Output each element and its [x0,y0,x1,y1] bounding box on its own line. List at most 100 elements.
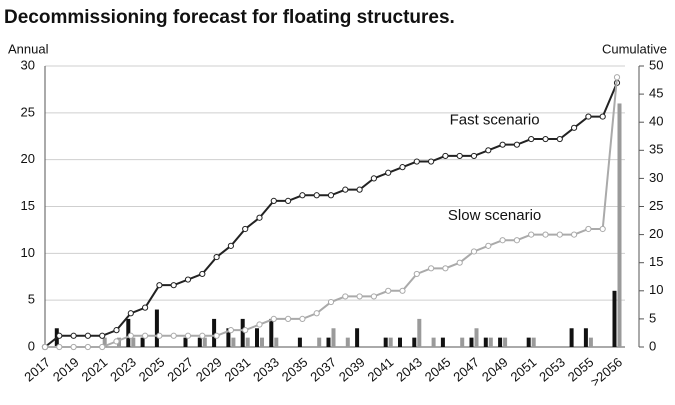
point [556,135,563,143]
bar [317,337,322,347]
bar [102,337,107,347]
point [313,192,320,199]
x-tick-label: 2047 [450,354,482,384]
point [470,248,478,255]
point [70,343,77,351]
bar [398,337,402,347]
point [499,237,506,244]
point [113,327,120,334]
bar [197,337,202,347]
point [571,124,578,131]
y-axis-label: Annual [8,41,49,56]
point [170,282,177,289]
y-tick-label: 15 [21,198,35,213]
bar [326,337,331,347]
x-tick-label: 2039 [336,354,368,384]
bar [474,328,479,347]
point [585,113,592,120]
point [56,343,63,351]
bar [588,337,593,347]
point [70,332,77,339]
x-tick-label: 2023 [107,354,139,384]
x-tick-label: 2053 [536,354,568,384]
point [313,310,320,317]
bar [245,337,250,347]
point [142,332,149,339]
bar [612,290,617,347]
point [613,74,621,81]
point [356,186,363,193]
y-tick-label: 25 [21,104,35,119]
y-tick-label: 20 [21,151,35,166]
bar [617,103,622,347]
point [428,158,435,165]
bar [383,337,388,347]
point [442,152,449,160]
bar [331,328,336,347]
point [84,343,92,351]
point [599,225,606,233]
point [270,315,277,322]
point [413,270,420,278]
bar [345,337,350,347]
point [528,231,535,238]
point [499,141,506,148]
series-label: Slow scenario [448,207,541,224]
point [370,293,377,300]
bar [412,337,417,347]
x-tick-label: 2051 [508,354,540,384]
point [385,287,392,294]
y-tick-label: 5 [28,292,35,307]
point [485,147,492,154]
x-tick-label: 2037 [307,354,339,384]
bar [431,337,436,347]
point [399,164,406,171]
point [113,338,120,345]
x-tick-label: 2045 [422,354,454,384]
point [571,231,578,238]
point [285,197,292,204]
point [327,192,335,199]
y2-tick-label: 35 [649,142,663,157]
y2-tick-label: 5 [649,310,656,325]
bar [388,337,393,347]
point [385,169,392,176]
point [413,158,420,165]
point [299,192,306,199]
bar [240,318,245,347]
series-label: Fast scenario [450,112,540,129]
y2-tick-label: 10 [649,282,663,297]
bar [583,328,588,347]
y2-tick-label: 40 [649,114,663,129]
bar [202,337,207,347]
point [256,321,263,328]
y2-tick-label: 25 [649,198,663,213]
point [428,265,435,272]
point [99,343,106,351]
bar [440,337,445,347]
y-tick-label: 10 [21,245,35,260]
point [199,332,206,339]
point [285,315,292,322]
bar [183,337,188,347]
point [142,304,149,311]
point [370,175,377,182]
bar [231,337,236,347]
x-tick-label: 2029 [193,354,225,384]
bar [274,337,279,347]
point [542,135,549,143]
point [513,237,521,244]
x-tick-label: 2017 [21,354,53,384]
point [156,332,163,339]
x-tick-label: 2043 [393,354,425,384]
x-tick-label: 2049 [479,354,511,384]
point [170,332,177,339]
bar [212,318,217,347]
y2-tick-label: 15 [649,254,663,269]
point [470,152,478,160]
point [127,332,134,339]
point [99,332,106,339]
x-tick-label: 2033 [250,354,282,384]
x-tick-label: 2019 [50,354,82,384]
